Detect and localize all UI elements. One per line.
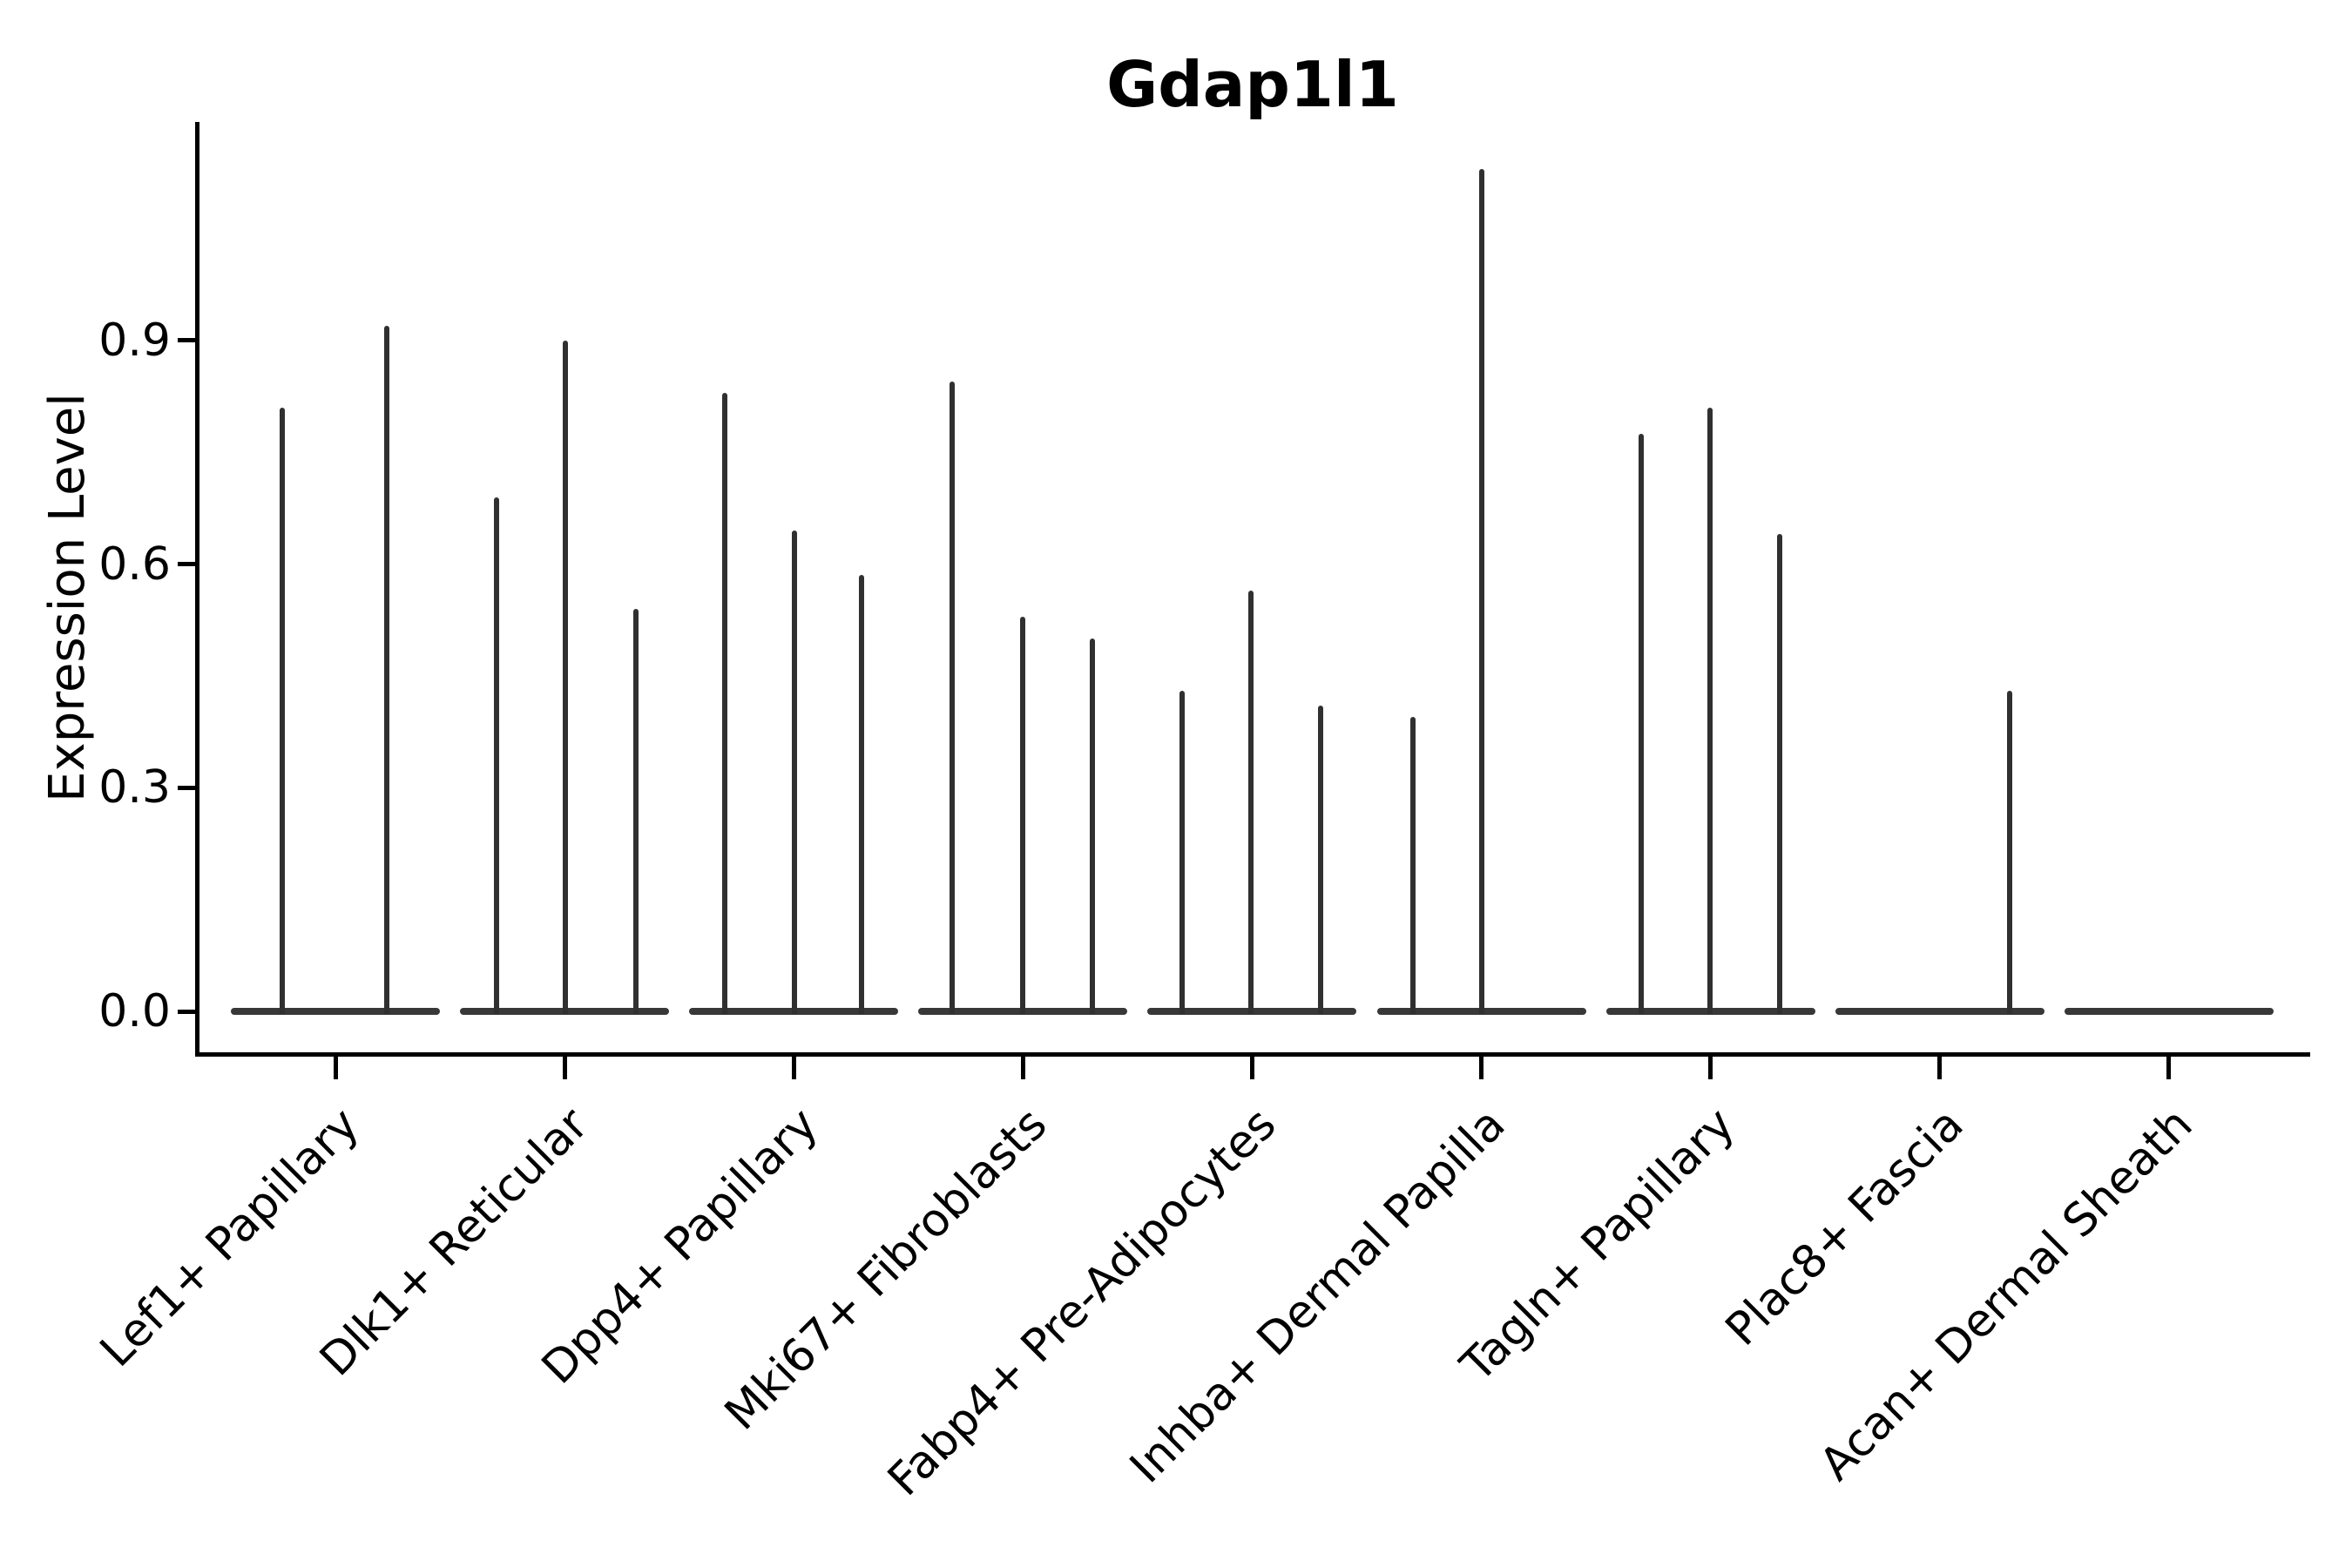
violin-spike: [1020, 616, 1026, 1014]
violin-spike: [1776, 534, 1782, 1014]
violin-spike: [859, 575, 865, 1014]
y-axis-spine: [195, 122, 199, 1057]
violin-spike: [2006, 691, 2012, 1014]
chart-title: Gdap1l1: [1106, 48, 1399, 121]
x-tick-label: Plac8+ Fascia: [1716, 1098, 1974, 1356]
violin-spike: [1179, 691, 1186, 1014]
y-tick-mark: [178, 338, 195, 343]
violin-spike: [1409, 717, 1416, 1014]
x-tick-mark: [333, 1057, 338, 1079]
violin-spike: [384, 325, 389, 1014]
y-tick-label: 0.0: [98, 985, 171, 1037]
violin-spike: [563, 340, 569, 1014]
violin-spike: [633, 608, 639, 1014]
x-tick-mark: [791, 1057, 796, 1079]
x-tick-label: Fabp4+ Pre-Adipocytes: [878, 1098, 1287, 1507]
y-tick-label: 0.6: [98, 537, 171, 591]
x-tick-mark: [1479, 1057, 1484, 1079]
violin-spike: [722, 392, 728, 1014]
x-tick-label: Acan+ Dermal Sheath: [1810, 1098, 2204, 1491]
violin-base: [2064, 1008, 2274, 1015]
violin-spike: [950, 382, 956, 1014]
x-tick-label: Inhba+ Dermal Papilla: [1120, 1098, 1516, 1494]
violin-base: [1835, 1008, 2044, 1015]
y-tick-mark: [178, 562, 195, 567]
violin-base: [231, 1008, 440, 1015]
x-tick-mark: [1708, 1057, 1713, 1079]
x-tick-mark: [1249, 1057, 1254, 1079]
x-tick-mark: [1020, 1057, 1025, 1079]
x-tick-mark: [2166, 1057, 2172, 1079]
y-axis-label: Expression Level: [39, 393, 96, 802]
y-tick-mark: [178, 1009, 195, 1014]
violin-spike: [494, 497, 500, 1014]
x-tick-mark: [562, 1057, 567, 1079]
y-tick-mark: [178, 785, 195, 790]
violin-spike: [1248, 590, 1254, 1014]
violin-spike: [280, 407, 285, 1014]
y-tick-label: 0.3: [98, 761, 171, 814]
violin-spike: [1318, 706, 1324, 1014]
violin-spike: [1707, 407, 1713, 1014]
x-axis-spine: [195, 1052, 2310, 1057]
violin-spike: [1638, 433, 1644, 1014]
violin-spike: [1478, 169, 1484, 1014]
violin-spike: [792, 531, 798, 1014]
x-tick-mark: [1937, 1057, 1943, 1079]
y-tick-label: 0.9: [98, 314, 171, 367]
violin-spike: [1090, 639, 1096, 1014]
